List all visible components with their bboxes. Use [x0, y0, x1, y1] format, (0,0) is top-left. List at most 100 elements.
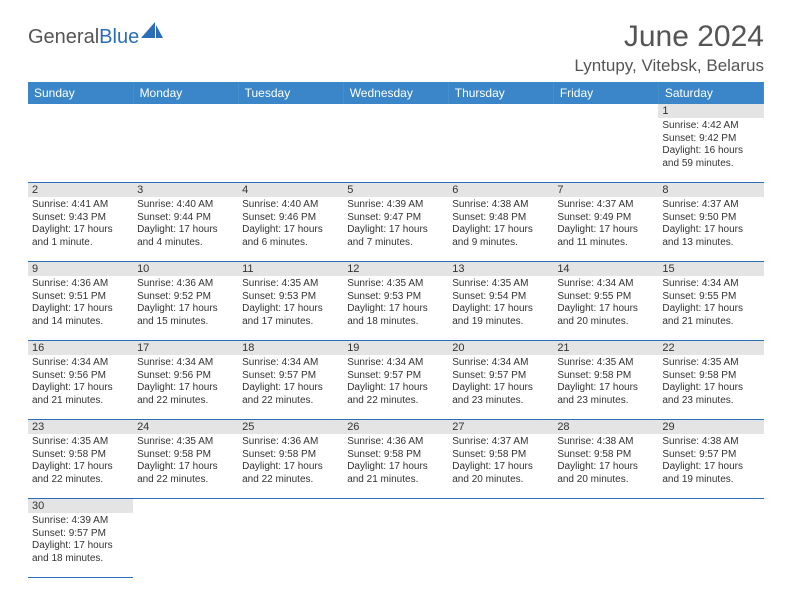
- day-details: Sunrise: 4:36 AMSunset: 9:58 PMDaylight:…: [238, 434, 343, 490]
- day-number: 8: [658, 183, 763, 197]
- day-cell: 9Sunrise: 4:36 AMSunset: 9:51 PMDaylight…: [28, 262, 133, 341]
- day-details: Sunrise: 4:35 AMSunset: 9:58 PMDaylight:…: [553, 355, 658, 411]
- empty-cell: [238, 104, 343, 183]
- day-number: 1: [658, 104, 763, 118]
- day-cell: 16Sunrise: 4:34 AMSunset: 9:56 PMDayligh…: [28, 341, 133, 420]
- calendar-row: 30Sunrise: 4:39 AMSunset: 9:57 PMDayligh…: [28, 499, 764, 578]
- day-number: 2: [28, 183, 133, 197]
- weekday-header-row: SundayMondayTuesdayWednesdayThursdayFrid…: [28, 82, 764, 104]
- sunrise-text: Sunrise: 4:41 AM: [32, 199, 129, 212]
- weekday-header: Tuesday: [238, 82, 343, 104]
- day-number: 7: [553, 183, 658, 197]
- sunset-text: Sunset: 9:58 PM: [347, 449, 444, 462]
- day-details: Sunrise: 4:35 AMSunset: 9:54 PMDaylight:…: [448, 276, 553, 332]
- day-details: Sunrise: 4:38 AMSunset: 9:57 PMDaylight:…: [658, 434, 763, 490]
- sunrise-text: Sunrise: 4:35 AM: [452, 278, 549, 291]
- day-cell: 28Sunrise: 4:38 AMSunset: 9:58 PMDayligh…: [553, 420, 658, 499]
- empty-cell: [28, 104, 133, 183]
- sunrise-text: Sunrise: 4:39 AM: [347, 199, 444, 212]
- day-cell: 1Sunrise: 4:42 AMSunset: 9:42 PMDaylight…: [658, 104, 763, 183]
- sunset-text: Sunset: 9:50 PM: [662, 212, 759, 225]
- logo-word-general: General: [28, 26, 99, 48]
- day-details: Sunrise: 4:35 AMSunset: 9:58 PMDaylight:…: [133, 434, 238, 490]
- day-cell: 23Sunrise: 4:35 AMSunset: 9:58 PMDayligh…: [28, 420, 133, 499]
- sunset-text: Sunset: 9:58 PM: [452, 449, 549, 462]
- day-cell: 11Sunrise: 4:35 AMSunset: 9:53 PMDayligh…: [238, 262, 343, 341]
- sunrise-text: Sunrise: 4:36 AM: [242, 436, 339, 449]
- sunset-text: Sunset: 9:51 PM: [32, 291, 129, 304]
- sunrise-text: Sunrise: 4:34 AM: [452, 357, 549, 370]
- calendar-row: 2Sunrise: 4:41 AMSunset: 9:43 PMDaylight…: [28, 183, 764, 262]
- empty-cell: [448, 499, 553, 578]
- sunrise-text: Sunrise: 4:40 AM: [137, 199, 234, 212]
- sunrise-text: Sunrise: 4:36 AM: [347, 436, 444, 449]
- sail-icon: [141, 22, 163, 45]
- daylight-text: Daylight: 17 hours and 22 minutes.: [242, 382, 339, 407]
- weekday-header: Thursday: [448, 82, 553, 104]
- day-details: Sunrise: 4:36 AMSunset: 9:58 PMDaylight:…: [343, 434, 448, 490]
- day-number: 3: [133, 183, 238, 197]
- sunrise-text: Sunrise: 4:35 AM: [32, 436, 129, 449]
- daylight-text: Daylight: 17 hours and 22 minutes.: [242, 461, 339, 486]
- daylight-text: Daylight: 17 hours and 21 minutes.: [347, 461, 444, 486]
- day-details: Sunrise: 4:34 AMSunset: 9:55 PMDaylight:…: [658, 276, 763, 332]
- sunset-text: Sunset: 9:42 PM: [662, 133, 759, 146]
- sunrise-text: Sunrise: 4:38 AM: [557, 436, 654, 449]
- day-details: Sunrise: 4:34 AMSunset: 9:57 PMDaylight:…: [448, 355, 553, 411]
- daylight-text: Daylight: 17 hours and 19 minutes.: [662, 461, 759, 486]
- empty-cell: [343, 499, 448, 578]
- calendar-row: 1Sunrise: 4:42 AMSunset: 9:42 PMDaylight…: [28, 104, 764, 183]
- daylight-text: Daylight: 17 hours and 13 minutes.: [662, 224, 759, 249]
- weekday-header: Monday: [133, 82, 238, 104]
- sunset-text: Sunset: 9:55 PM: [557, 291, 654, 304]
- day-cell: 27Sunrise: 4:37 AMSunset: 9:58 PMDayligh…: [448, 420, 553, 499]
- sunrise-text: Sunrise: 4:34 AM: [242, 357, 339, 370]
- day-cell: 14Sunrise: 4:34 AMSunset: 9:55 PMDayligh…: [553, 262, 658, 341]
- empty-cell: [553, 104, 658, 183]
- day-number: 17: [133, 341, 238, 355]
- daylight-text: Daylight: 17 hours and 22 minutes.: [137, 461, 234, 486]
- sunset-text: Sunset: 9:57 PM: [242, 370, 339, 383]
- daylight-text: Daylight: 17 hours and 14 minutes.: [32, 303, 129, 328]
- day-details: Sunrise: 4:34 AMSunset: 9:55 PMDaylight:…: [553, 276, 658, 332]
- daylight-text: Daylight: 17 hours and 23 minutes.: [557, 382, 654, 407]
- day-number: 27: [448, 420, 553, 434]
- day-cell: 8Sunrise: 4:37 AMSunset: 9:50 PMDaylight…: [658, 183, 763, 262]
- sunset-text: Sunset: 9:52 PM: [137, 291, 234, 304]
- daylight-text: Daylight: 17 hours and 7 minutes.: [347, 224, 444, 249]
- calendar-body: 1Sunrise: 4:42 AMSunset: 9:42 PMDaylight…: [28, 104, 764, 578]
- daylight-text: Daylight: 17 hours and 23 minutes.: [452, 382, 549, 407]
- empty-cell: [238, 499, 343, 578]
- month-title: June 2024: [574, 20, 764, 54]
- day-cell: 25Sunrise: 4:36 AMSunset: 9:58 PMDayligh…: [238, 420, 343, 499]
- daylight-text: Daylight: 17 hours and 19 minutes.: [452, 303, 549, 328]
- sunset-text: Sunset: 9:54 PM: [452, 291, 549, 304]
- daylight-text: Daylight: 17 hours and 17 minutes.: [242, 303, 339, 328]
- page-header: GeneralBlue June 2024 Lyntupy, Vitebsk, …: [28, 20, 764, 76]
- day-number: 21: [553, 341, 658, 355]
- sunset-text: Sunset: 9:46 PM: [242, 212, 339, 225]
- day-number: 29: [658, 420, 763, 434]
- empty-cell: [133, 104, 238, 183]
- sunset-text: Sunset: 9:55 PM: [662, 291, 759, 304]
- day-cell: 30Sunrise: 4:39 AMSunset: 9:57 PMDayligh…: [28, 499, 133, 578]
- logo-text: GeneralBlue: [28, 26, 139, 49]
- sunset-text: Sunset: 9:44 PM: [137, 212, 234, 225]
- daylight-text: Daylight: 17 hours and 1 minute.: [32, 224, 129, 249]
- day-details: Sunrise: 4:35 AMSunset: 9:53 PMDaylight:…: [238, 276, 343, 332]
- sunset-text: Sunset: 9:57 PM: [347, 370, 444, 383]
- day-details: Sunrise: 4:42 AMSunset: 9:42 PMDaylight:…: [658, 118, 763, 174]
- day-cell: 6Sunrise: 4:38 AMSunset: 9:48 PMDaylight…: [448, 183, 553, 262]
- sunset-text: Sunset: 9:57 PM: [32, 528, 129, 541]
- sunset-text: Sunset: 9:47 PM: [347, 212, 444, 225]
- day-details: Sunrise: 4:34 AMSunset: 9:57 PMDaylight:…: [238, 355, 343, 411]
- calendar-table: SundayMondayTuesdayWednesdayThursdayFrid…: [28, 82, 764, 578]
- day-cell: 18Sunrise: 4:34 AMSunset: 9:57 PMDayligh…: [238, 341, 343, 420]
- sunset-text: Sunset: 9:58 PM: [557, 449, 654, 462]
- sunrise-text: Sunrise: 4:35 AM: [137, 436, 234, 449]
- daylight-text: Daylight: 17 hours and 20 minutes.: [557, 461, 654, 486]
- calendar-page: GeneralBlue June 2024 Lyntupy, Vitebsk, …: [0, 0, 792, 598]
- sunset-text: Sunset: 9:57 PM: [662, 449, 759, 462]
- day-number: 15: [658, 262, 763, 276]
- daylight-text: Daylight: 17 hours and 18 minutes.: [32, 540, 129, 565]
